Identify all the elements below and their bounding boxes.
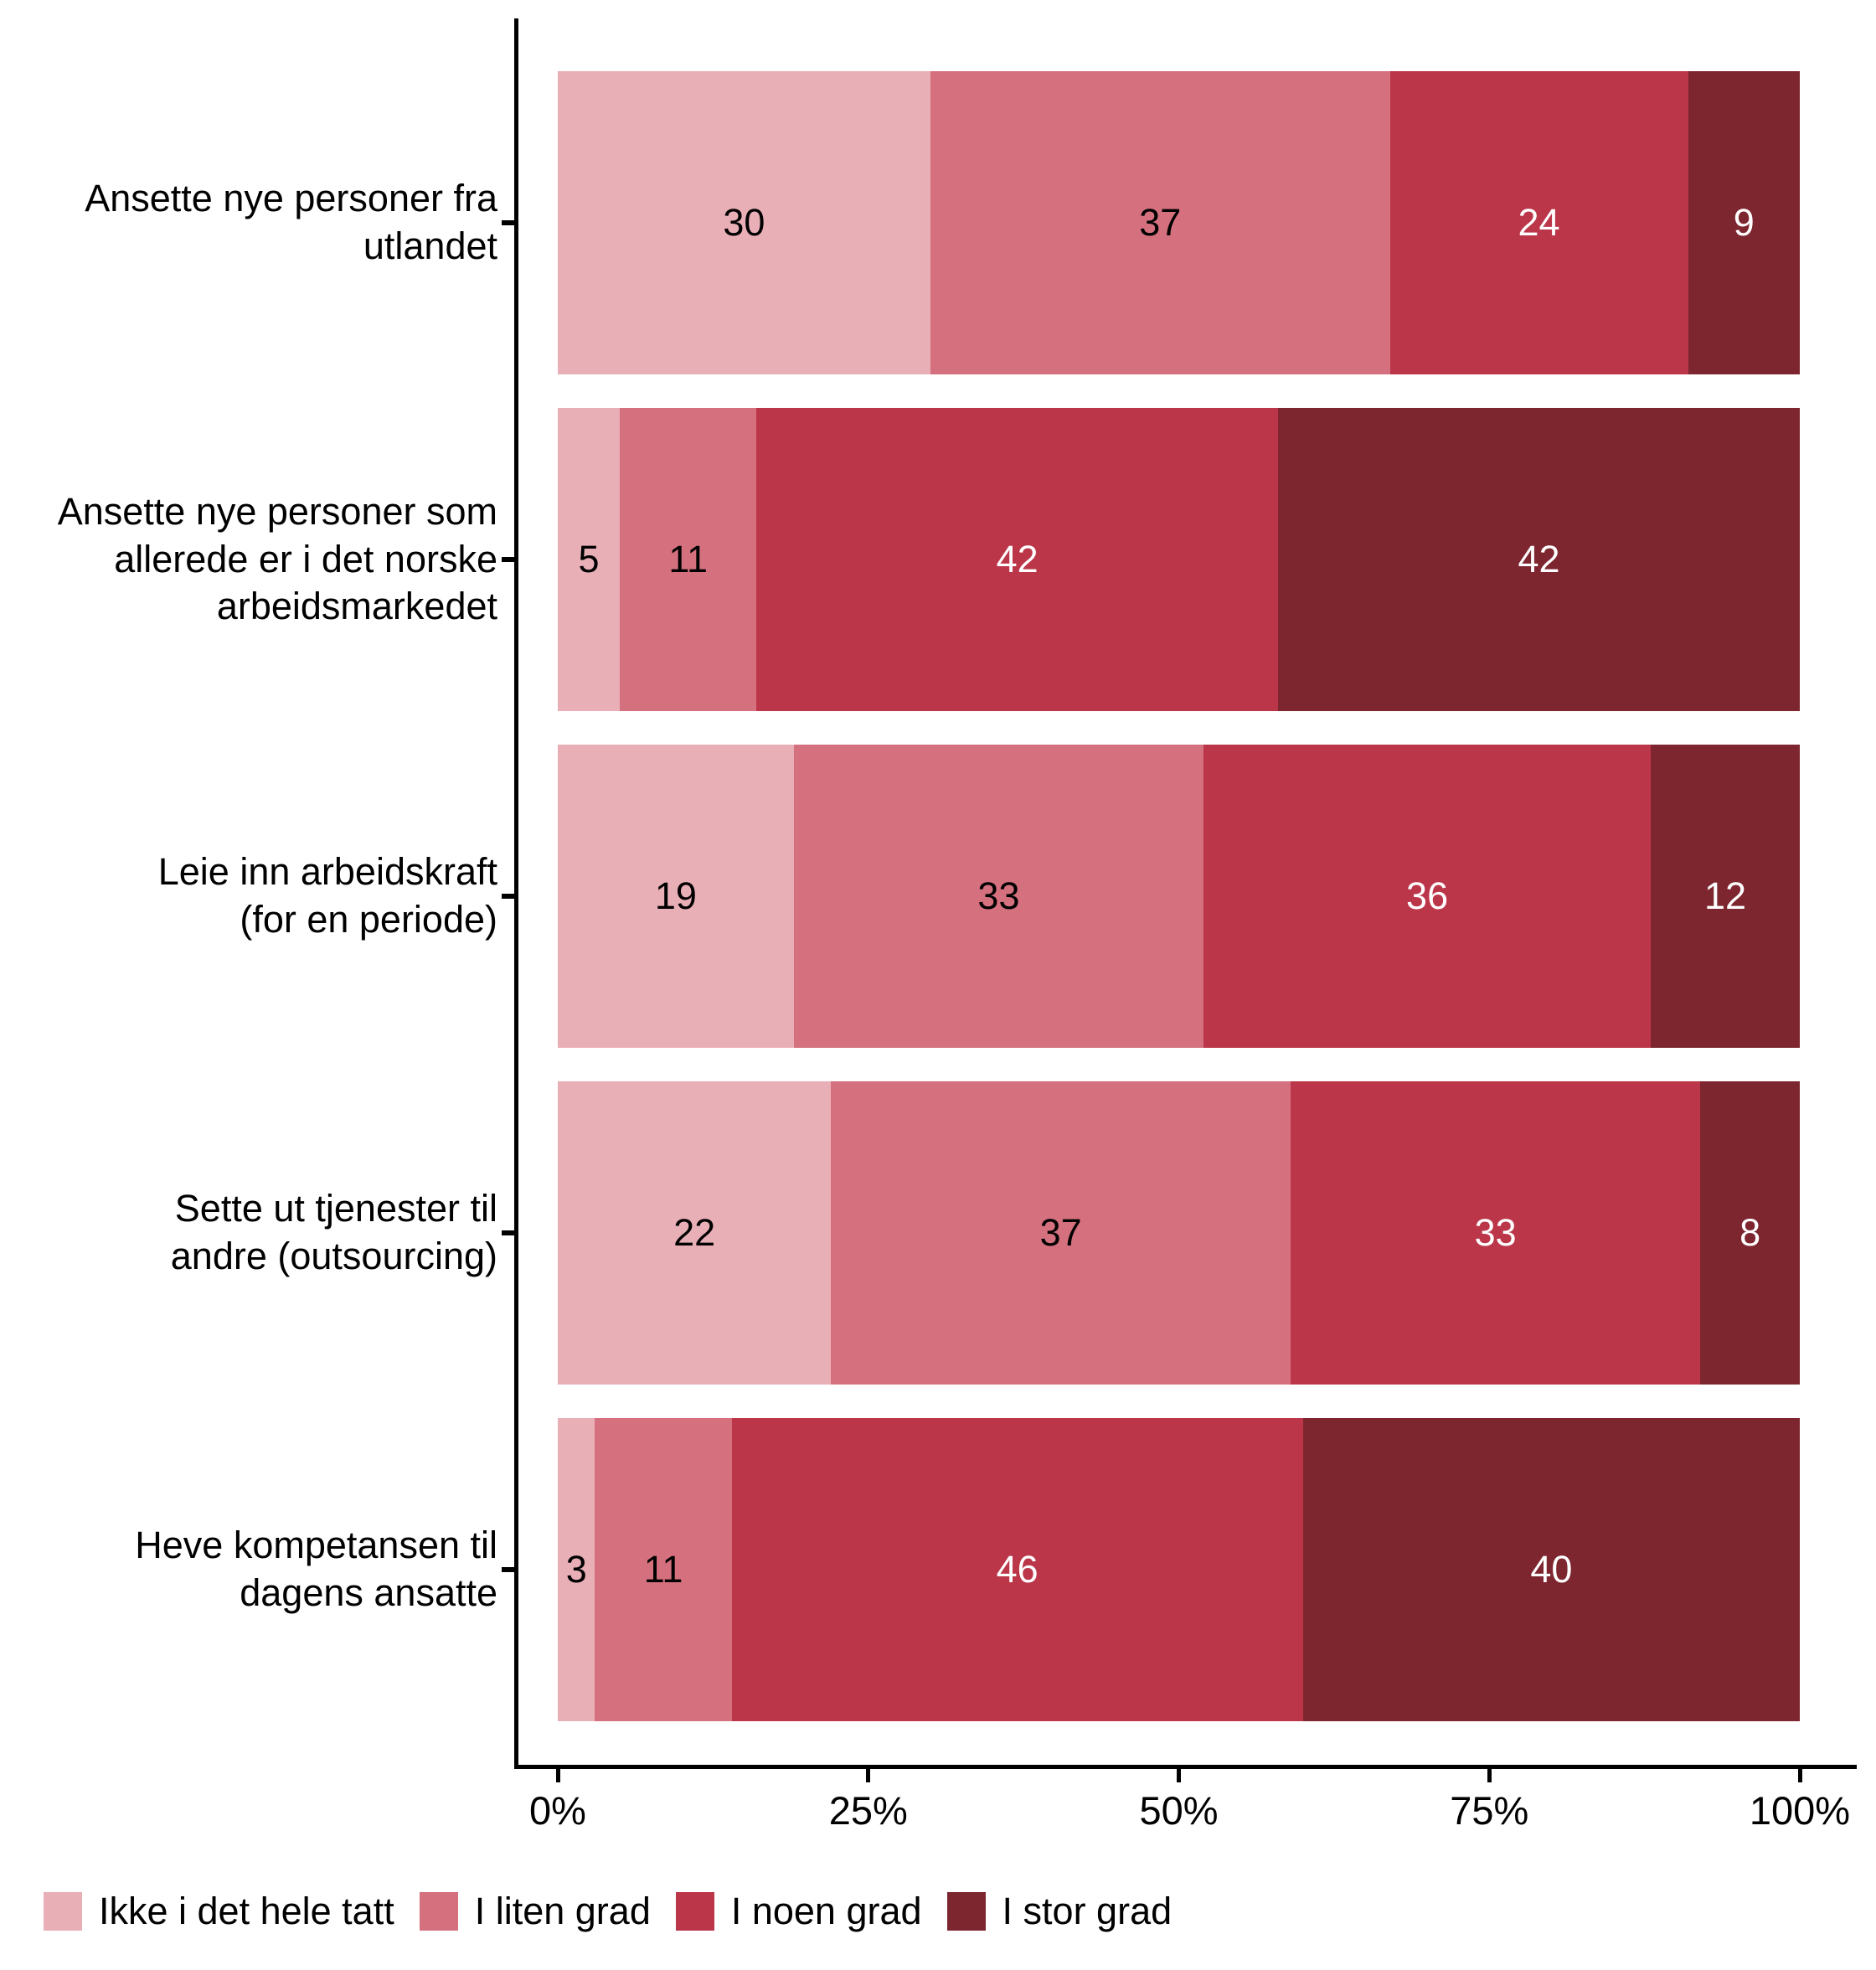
bar-value-label: 42 — [996, 538, 1038, 580]
bar-segment: 22 — [558, 1081, 832, 1385]
bar-segment: 5 — [558, 408, 621, 711]
bar-value-label: 33 — [1474, 1211, 1517, 1254]
bar-segment: 40 — [1302, 1418, 1800, 1721]
legend-item: I noen grad — [675, 1890, 922, 1933]
category-label: Ansette nye personer fra utlandet — [85, 177, 497, 267]
x-axis-tick-label: 50% — [1139, 1788, 1219, 1833]
bar-value-label: 33 — [977, 874, 1020, 917]
bar-row: 5 11 42 42 — [502, 391, 1857, 728]
category-label: Sette ut tjenester til andre (outsourcin… — [170, 1187, 497, 1277]
bar-value-label: 36 — [1406, 874, 1449, 917]
legend-item: Ikke i det hele tatt — [44, 1890, 394, 1933]
y-axis-category-labels: Ansette nye personer fra utlandet Ansette… — [0, 54, 497, 1738]
legend-item: I stor grad — [946, 1890, 1172, 1933]
bar-value-label: 37 — [1039, 1211, 1082, 1254]
legend-swatch — [419, 1892, 458, 1931]
bar-value-label: 30 — [723, 201, 765, 244]
stacked-bar: 3 11 46 40 — [558, 1418, 1800, 1721]
bar-value-label: 42 — [1518, 538, 1560, 580]
bar-value-label: 24 — [1518, 201, 1560, 244]
bar-segment: 12 — [1651, 745, 1800, 1048]
bar-segment: 24 — [1389, 71, 1688, 374]
bar-segment: 11 — [595, 1418, 732, 1721]
bar-value-label: 3 — [565, 1548, 587, 1591]
stacked-bar: 22 37 33 8 — [558, 1081, 1800, 1385]
legend-swatch — [675, 1892, 714, 1931]
bar-value-label: 12 — [1703, 874, 1747, 917]
y-axis-tick — [502, 557, 514, 562]
x-axis-tick-label: 25% — [828, 1788, 908, 1833]
bar-value-label: 8 — [1739, 1211, 1761, 1254]
bar-value-label: 37 — [1139, 201, 1182, 244]
legend-item: I liten grad — [419, 1890, 651, 1933]
x-axis-tick-label: 75% — [1450, 1788, 1529, 1833]
x-axis-tick — [866, 1769, 871, 1782]
bar-segment: 37 — [930, 71, 1390, 374]
bar-value-label: 46 — [996, 1548, 1038, 1591]
y-axis-tick — [502, 1567, 514, 1572]
stacked-bar: 19 33 36 12 — [558, 745, 1800, 1048]
bar-value-label: 5 — [578, 538, 600, 580]
legend: Ikke i det hele tatt I liten grad I noen g… — [44, 1890, 1172, 1933]
bar-segment: 8 — [1700, 1081, 1800, 1385]
legend-swatch — [44, 1892, 82, 1931]
bar-segment: 42 — [756, 408, 1279, 711]
x-axis-tick — [1487, 1769, 1492, 1782]
bar-segment: 37 — [831, 1081, 1291, 1385]
y-axis-tick — [502, 1230, 514, 1235]
bar-value-label: 19 — [654, 874, 697, 917]
bar-value-label: 22 — [673, 1211, 716, 1254]
category-label: Leie inn arbeidskraft (for en periode) — [157, 850, 497, 941]
bar-segment: 33 — [1290, 1081, 1701, 1385]
y-axis-tick — [502, 220, 514, 225]
bar-segment: 19 — [558, 745, 794, 1048]
bar-row: 19 33 36 12 — [502, 728, 1857, 1065]
bar-segment: 46 — [731, 1418, 1303, 1721]
category-label: Heve kompetansen til dagens ansatte — [135, 1524, 497, 1614]
legend-label: I liten grad — [474, 1890, 651, 1932]
bar-value-label: 9 — [1733, 201, 1755, 244]
bar-segment: 9 — [1688, 71, 1800, 374]
plot-panel: 30 37 24 9 5 11 42 42 19 33 36 12 22 37 33 8 3 11 46 40 — [502, 18, 1857, 1769]
legend-label: Ikke i det hele tatt — [99, 1890, 394, 1932]
bar-segment: 3 — [558, 1418, 595, 1721]
bar-value-label: 40 — [1530, 1548, 1573, 1591]
stacked-bar: 30 37 24 9 — [558, 71, 1800, 374]
bar-value-label: 11 — [668, 538, 709, 580]
x-axis-tick-label: 0% — [529, 1788, 586, 1833]
bar-segment: 36 — [1203, 745, 1652, 1048]
bar-value-label: 11 — [643, 1548, 683, 1591]
bar-segment: 30 — [558, 71, 930, 374]
x-axis: 0% 25% 50% 75% 100% — [529, 1769, 1850, 1844]
legend-label: I noen grad — [730, 1890, 922, 1932]
stacked-bar: 5 11 42 42 — [558, 408, 1800, 711]
category-label: Ansette nye personer som allerede er i d… — [57, 489, 497, 628]
bar-segment: 11 — [620, 408, 757, 711]
bar-row: 3 11 46 40 — [502, 1401, 1857, 1738]
x-axis-tick — [1177, 1769, 1181, 1782]
legend-swatch — [946, 1892, 986, 1931]
x-axis-tick — [1797, 1769, 1802, 1782]
bar-row: 22 37 33 8 — [502, 1065, 1857, 1401]
bar-segment: 33 — [793, 745, 1204, 1048]
x-axis-tick-label: 100% — [1749, 1788, 1851, 1833]
bar-row: 30 37 24 9 — [502, 54, 1857, 391]
y-axis-tick — [502, 894, 514, 899]
x-axis-tick — [555, 1769, 560, 1782]
legend-label: I stor grad — [1002, 1890, 1172, 1932]
bar-segment: 42 — [1278, 408, 1800, 711]
